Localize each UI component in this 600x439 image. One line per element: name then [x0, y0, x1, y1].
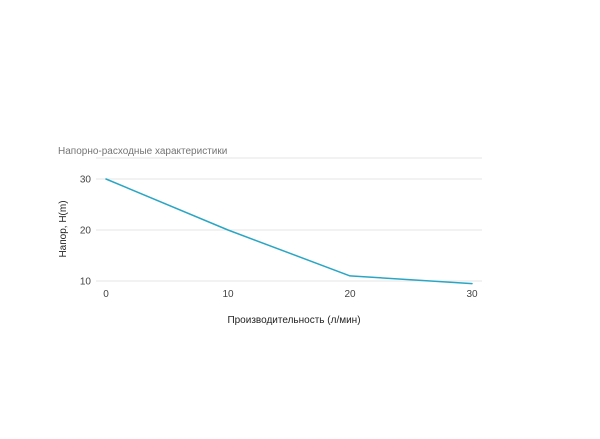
series-line — [105, 178, 473, 285]
x-tick-label: 0 — [103, 289, 109, 300]
series-layer — [105, 178, 473, 285]
x-tick-label: 30 — [466, 289, 478, 300]
y-tick-label: 30 — [80, 175, 92, 186]
y-tick-label: 10 — [80, 277, 92, 288]
y-axis-ticks: 10 20 30 — [80, 175, 92, 288]
x-axis-title: Производительность (л/мин) — [227, 315, 360, 326]
x-axis-ticks: 0 10 20 30 — [103, 289, 478, 300]
y-tick-label: 20 — [80, 226, 92, 237]
grid — [96, 157, 482, 282]
chart-title: Напорно-расходные характеристики — [58, 146, 227, 157]
x-tick-label: 10 — [222, 289, 234, 300]
x-tick-label: 20 — [344, 289, 356, 300]
y-axis-title: Напор, H(m) — [58, 200, 69, 257]
